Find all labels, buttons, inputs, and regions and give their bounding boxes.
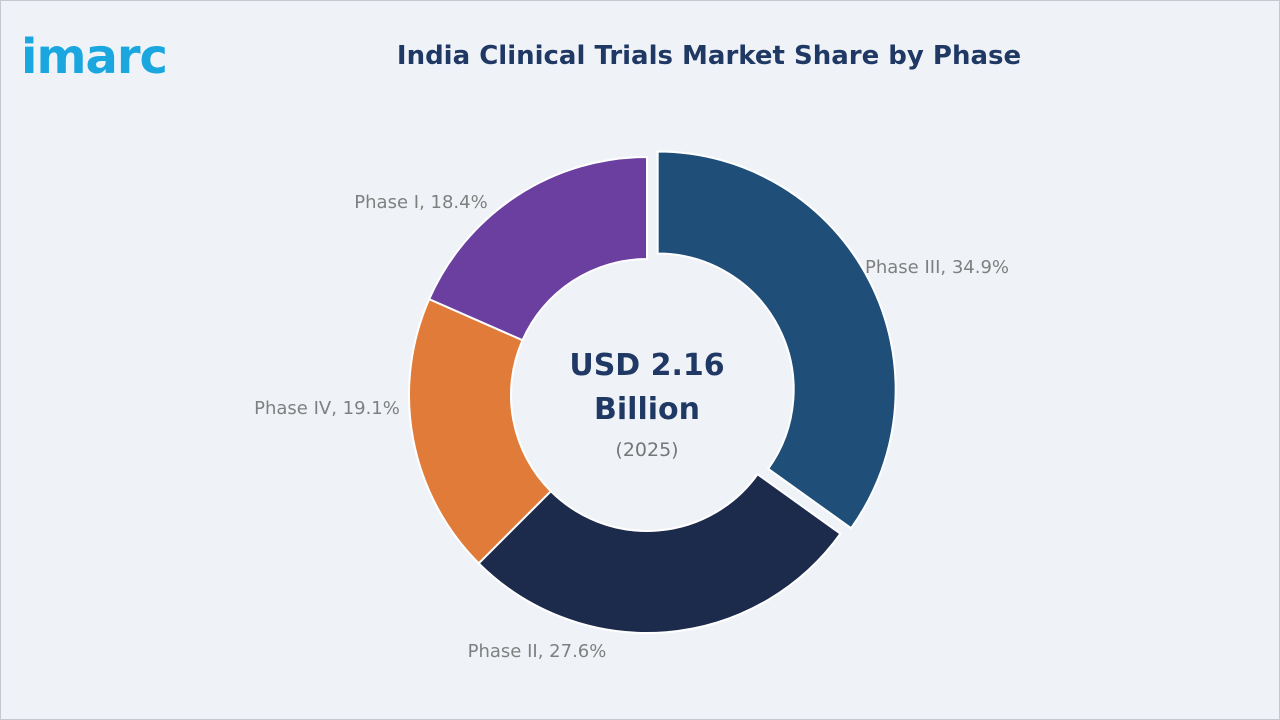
slice-phase-iv bbox=[408, 297, 553, 565]
label-phase-ii: Phase II, 27.6% bbox=[468, 641, 607, 662]
label-phase-i: Phase I, 18.4% bbox=[354, 192, 487, 213]
logo-text: imarc bbox=[21, 29, 167, 81]
center-value-line1: USD 2.16 bbox=[569, 348, 724, 383]
center-value-line2: Billion bbox=[594, 392, 700, 427]
label-phase-iii: Phase III, 34.9% bbox=[865, 257, 1009, 278]
center-year: (2025) bbox=[615, 439, 678, 461]
slice-labels: Phase III, 34.9% Phase II, 27.6% Phase IV,… bbox=[254, 192, 1009, 662]
label-phase-iv: Phase IV, 19.1% bbox=[254, 398, 400, 419]
slice-phase-ii bbox=[477, 472, 842, 634]
donut-slices bbox=[408, 150, 897, 634]
donut-center: USD 2.16 Billion (2025) bbox=[569, 348, 724, 461]
imarc-logo: imarc bbox=[21, 29, 168, 81]
chart-title: India Clinical Trials Market Share by Ph… bbox=[396, 41, 1022, 71]
slice-phase-i bbox=[427, 155, 648, 342]
slice-phase-iii bbox=[656, 150, 897, 530]
